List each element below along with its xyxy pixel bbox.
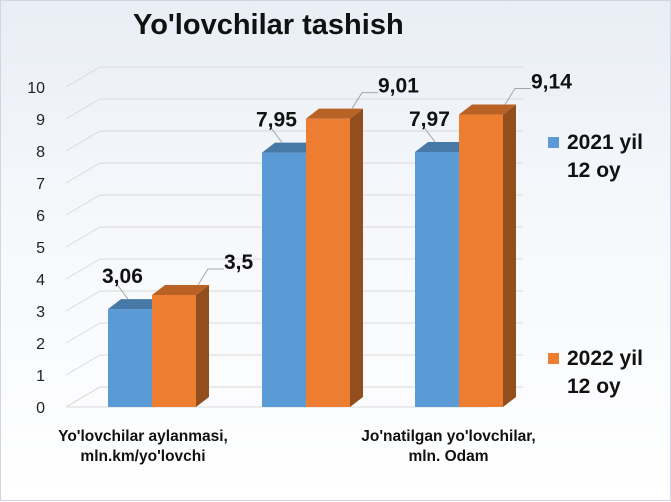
bar-s2-c1: [152, 295, 196, 407]
y-tick-label-2: 2: [36, 336, 45, 353]
y-tick-label-10: 10: [27, 80, 45, 97]
bar-s1-c1: [108, 309, 152, 407]
side-gridline-10: [65, 66, 101, 88]
data-label-s2-c3: 9,14: [531, 71, 572, 94]
data-leader-s2-c1: [197, 268, 224, 286]
data-label-s1-c2: 7,95: [256, 109, 297, 132]
side-gridline-6: [65, 194, 101, 216]
data-leader-s2-c3: [504, 88, 531, 105]
bar-s1-c2: [262, 152, 306, 407]
data-label-s1-c1: 3,06: [102, 265, 143, 288]
category-label-1-line-1: Yo'lovchilar aylanmasi,: [58, 428, 228, 445]
bar-top-s2-c3: [459, 104, 516, 115]
data-leader-s2-c2: [351, 92, 378, 109]
floor-left-edge: [65, 386, 101, 408]
bar-top-s1-c2: [262, 142, 319, 153]
bar-side-s2-c3: [503, 104, 516, 408]
chart-title: Yo'lovchilar tashish: [133, 9, 404, 41]
data-label-s1-c3: 7,97: [409, 108, 450, 131]
y-tick-label-6: 6: [36, 208, 45, 225]
bar-s2-c3: [459, 114, 503, 408]
data-leader-s1-c1: [115, 282, 129, 300]
bar-top-s2-c2: [306, 108, 363, 119]
bar-top-s2-c1: [152, 285, 209, 295]
side-gridline-1: [65, 354, 101, 376]
y-tick-label-0: 0: [36, 400, 45, 417]
bar-top-s1-c1: [108, 299, 165, 310]
side-gridline-2: [65, 322, 101, 344]
y-tick-label-7: 7: [36, 176, 45, 193]
legend-swatch-2022: [548, 353, 559, 364]
bar-side-s2-c2: [350, 108, 363, 408]
side-gridline-7: [65, 162, 101, 184]
y-tick-label-3: 3: [36, 304, 45, 321]
side-gridline-8: [65, 130, 101, 152]
data-leader-s1-c3: [422, 125, 436, 143]
data-label-s2-c1: 3,5: [224, 251, 254, 274]
bar-s2-c2: [306, 118, 350, 408]
side-gridline-9: [65, 98, 101, 120]
legend-label-2021: 2021 yil 12 oy: [567, 131, 643, 182]
legend-swatch-2021: [548, 137, 559, 148]
side-gridline-4: [65, 258, 101, 280]
category-label-3-line-1: Jo'natilgan yo'lovchilar,: [361, 428, 536, 445]
bar-side-s2-c1: [196, 285, 209, 407]
side-gridline-3: [65, 290, 101, 312]
y-tick-label-1: 1: [36, 368, 45, 385]
category-label-1-line-2: mln.km/yo'lovchi: [80, 448, 206, 465]
legend-item-2021: 2021 yil 12 oy: [548, 129, 667, 185]
y-tick-label-8: 8: [36, 144, 45, 161]
data-label-s2-c2: 9,01: [378, 75, 419, 98]
bar-s1-c3: [415, 151, 459, 407]
category-label-3: Jo'natilgan yo'lovchilar, mln. Odam: [326, 427, 571, 467]
bar-top-s1-c3: [415, 141, 472, 152]
side-gridline-5: [65, 226, 101, 248]
legend-label-2022: 2022 yil 12 oy: [567, 347, 643, 398]
data-leader-s1-c2: [269, 126, 283, 143]
y-tick-label-9: 9: [36, 112, 45, 129]
legend-item-2022: 2022 yil 12 oy: [548, 345, 667, 401]
category-label-3-line-2: mln. Odam: [408, 448, 489, 465]
y-tick-label-4: 4: [36, 272, 45, 289]
category-label-1: Yo'lovchilar aylanmasi, mln.km/yo'lovchi: [23, 427, 263, 467]
y-tick-label-5: 5: [36, 240, 45, 257]
